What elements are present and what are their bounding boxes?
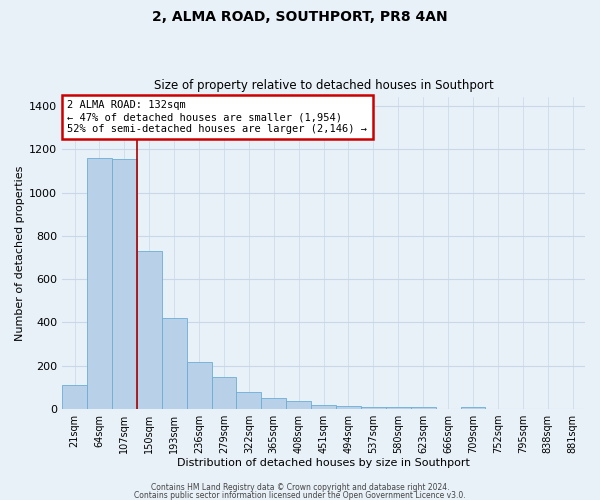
Bar: [336, 406, 361, 409]
Bar: [87, 158, 112, 409]
Bar: [461, 407, 485, 409]
Text: 2 ALMA ROAD: 132sqm
← 47% of detached houses are smaller (1,954)
52% of semi-det: 2 ALMA ROAD: 132sqm ← 47% of detached ho…: [67, 100, 367, 134]
Bar: [212, 376, 236, 409]
Bar: [361, 407, 386, 409]
Bar: [236, 392, 262, 409]
Bar: [262, 398, 286, 409]
Text: Contains public sector information licensed under the Open Government Licence v3: Contains public sector information licen…: [134, 490, 466, 500]
Y-axis label: Number of detached properties: Number of detached properties: [15, 166, 25, 341]
X-axis label: Distribution of detached houses by size in Southport: Distribution of detached houses by size …: [177, 458, 470, 468]
Bar: [137, 251, 162, 409]
Bar: [187, 362, 212, 409]
Bar: [112, 159, 137, 409]
Bar: [311, 404, 336, 409]
Title: Size of property relative to detached houses in Southport: Size of property relative to detached ho…: [154, 79, 493, 92]
Text: Contains HM Land Registry data © Crown copyright and database right 2024.: Contains HM Land Registry data © Crown c…: [151, 484, 449, 492]
Bar: [62, 385, 87, 409]
Bar: [162, 318, 187, 409]
Bar: [286, 402, 311, 409]
Bar: [411, 407, 436, 409]
Bar: [386, 407, 411, 409]
Text: 2, ALMA ROAD, SOUTHPORT, PR8 4AN: 2, ALMA ROAD, SOUTHPORT, PR8 4AN: [152, 10, 448, 24]
